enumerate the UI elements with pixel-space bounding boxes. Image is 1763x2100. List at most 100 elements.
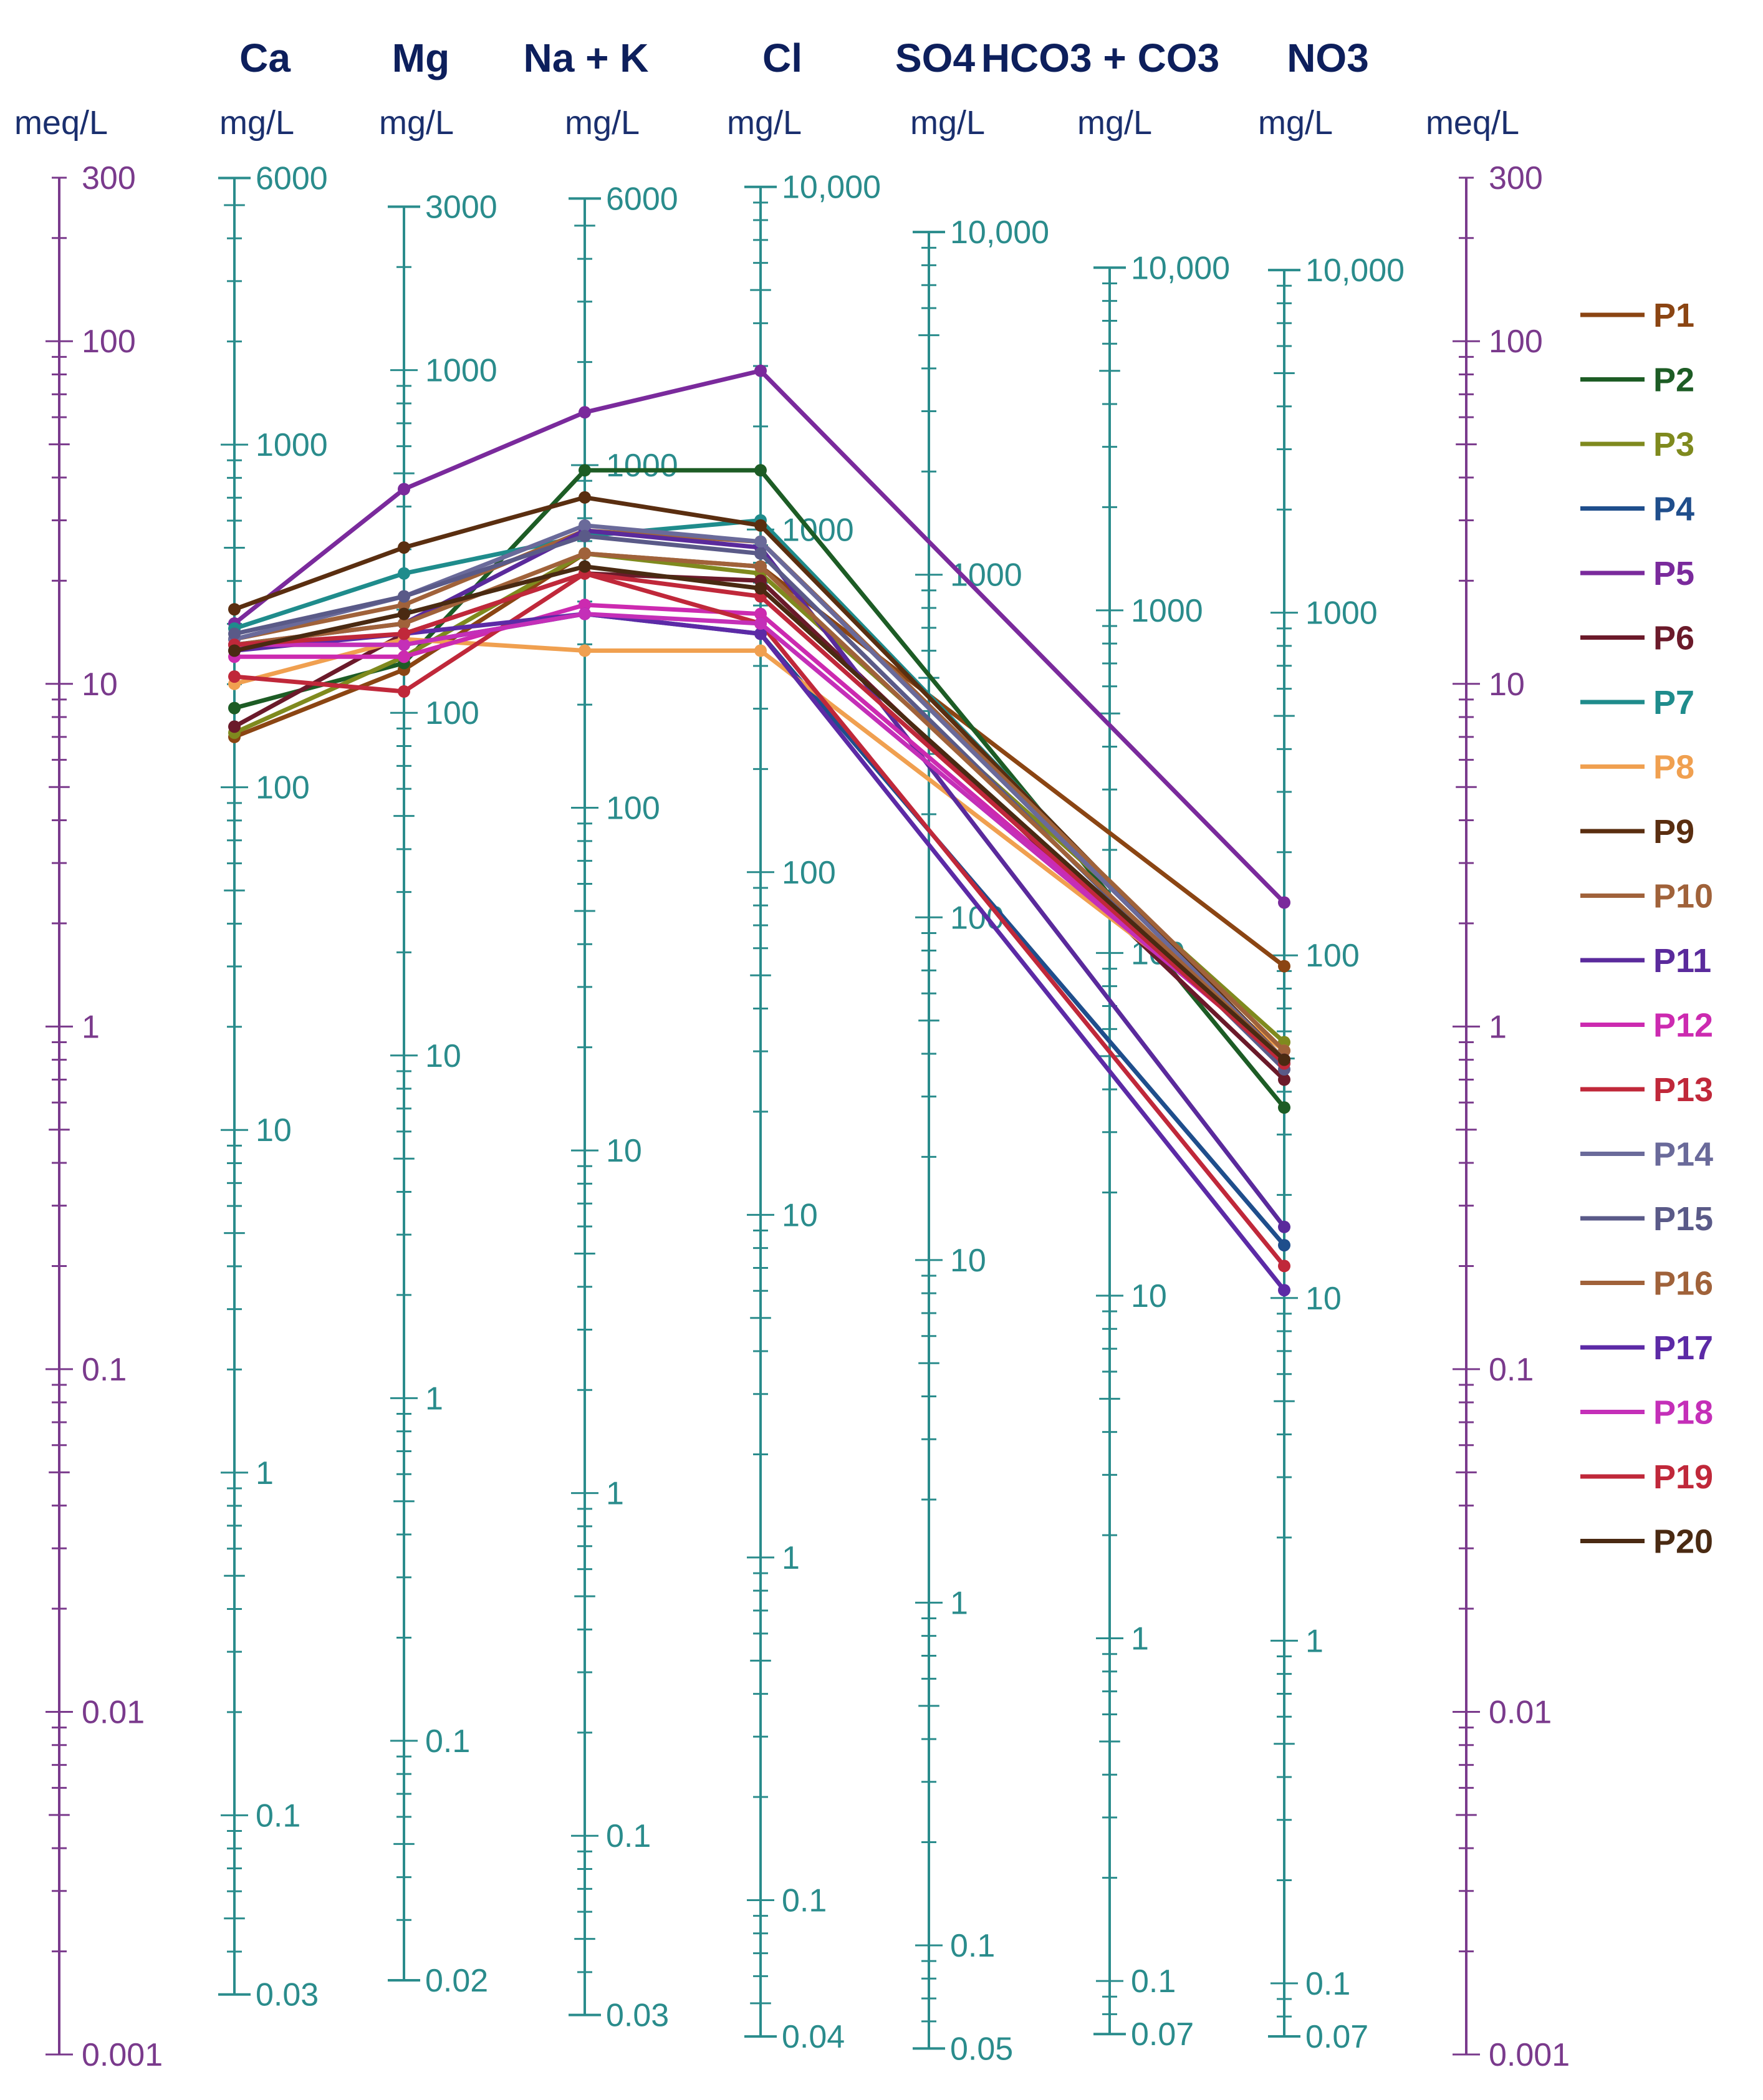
ion-tick-label: 6000 <box>606 181 678 217</box>
legend-item-p11: P11 <box>1580 942 1711 980</box>
ion-tick-label: 1 <box>425 1380 443 1417</box>
data-point-p18-cl <box>754 617 767 630</box>
legend-item-p9: P9 <box>1580 813 1694 850</box>
unit-label-0: meq/L <box>14 104 108 142</box>
data-point-p6-ca <box>228 720 241 733</box>
data-point-p17-no3 <box>1278 1284 1290 1297</box>
legend-item-p8: P8 <box>1580 749 1694 786</box>
data-point-p2-cl <box>754 464 767 477</box>
unit-label-7: mg/L <box>1258 104 1333 142</box>
legend-item-p3: P3 <box>1580 426 1694 463</box>
legend-label: P7 <box>1653 684 1694 721</box>
data-point-p8-cl <box>754 644 767 657</box>
ion-tick-label: 1000 <box>1305 595 1378 632</box>
data-point-p18-na-k <box>579 607 591 620</box>
ion-tick-label: 10 <box>950 1243 986 1279</box>
data-point-p12-na-k <box>579 599 591 612</box>
ion-tick-label: 10 <box>606 1133 642 1169</box>
ion-tick-label: 3000 <box>425 189 497 225</box>
legend-item-p2: P2 <box>1580 362 1694 399</box>
ion-tick-label: 100 <box>606 791 660 827</box>
axes: 300 100 10 1 0.1 0.01 0.001 300 100 10 1 0.1 0.01 0.0… <box>46 160 1570 2073</box>
ion-tick-label: 0.1 <box>1131 1963 1176 2000</box>
data-point-p15-ca <box>228 627 241 640</box>
meq-tick-label: 1 <box>1489 1009 1507 1045</box>
ion-tick-label: 1 <box>256 1455 274 1491</box>
data-point-p9-cl <box>754 519 767 532</box>
data-point-p13-ca <box>228 670 241 683</box>
data-point-p4-no3 <box>1278 1239 1290 1252</box>
header-hco3-co3: HCO3 + CO3 <box>981 36 1219 80</box>
legend-label: P11 <box>1653 942 1711 980</box>
data-point-p9-mg <box>398 541 410 554</box>
data-point-p12-mg <box>398 650 410 663</box>
ion-tick-label: 10 <box>1305 1281 1342 1317</box>
legend-item-p4: P4 <box>1580 491 1694 528</box>
legend-label: P4 <box>1653 491 1694 528</box>
ion-tick-label: 10,000 <box>1131 250 1230 286</box>
data-point-p20-ca <box>228 644 241 657</box>
data-point-p5-mg <box>398 483 410 496</box>
legend-label: P16 <box>1653 1265 1713 1303</box>
series-p5 <box>228 364 1290 909</box>
ion-tick-label: 100 <box>1305 938 1360 974</box>
unit-label-5: mg/L <box>910 104 985 142</box>
legend-label: P9 <box>1653 813 1694 850</box>
ion-tick-label: 10 <box>425 1038 461 1074</box>
data-point-p19-mg <box>398 627 410 640</box>
data-point-p1-no3 <box>1278 960 1290 973</box>
ion-tick-label: 1000 <box>1131 593 1203 629</box>
header-so4: SO4 <box>895 36 975 80</box>
legend-item-p13: P13 <box>1580 1071 1713 1109</box>
data-point-p5-no3 <box>1278 896 1290 909</box>
legend-label: P19 <box>1653 1458 1713 1496</box>
legend-label: P17 <box>1653 1329 1713 1367</box>
legend-item-p5: P5 <box>1580 555 1694 592</box>
series-lines <box>228 364 1290 1297</box>
meq-tick-label: 0.01 <box>82 1694 145 1730</box>
legend-label: P6 <box>1653 620 1694 657</box>
ion-axis-no3: 10,000 1000 100 10 1 0.1 0.07 <box>1268 253 1405 2055</box>
data-point-p9-ca <box>228 603 241 616</box>
unit-label-4: mg/L <box>727 104 802 142</box>
legend-label: P14 <box>1653 1136 1713 1173</box>
meq-tick-label: 0.1 <box>82 1352 127 1388</box>
legend-label: P5 <box>1653 555 1694 592</box>
meq-tick-label: 1 <box>82 1009 100 1045</box>
legend-item-p18: P18 <box>1580 1394 1713 1432</box>
ion-tick-label: 0.1 <box>606 1818 651 1854</box>
ion-tick-label: 1 <box>1131 1621 1149 1657</box>
ion-tick-label: 0.05 <box>950 2031 1013 2067</box>
legend-label: P18 <box>1653 1394 1713 1432</box>
data-point-p2-ca <box>228 701 241 715</box>
meq-tick-label: 100 <box>82 324 136 360</box>
ion-tick-label: 100 <box>782 855 836 891</box>
ion-tick-label: 0.03 <box>606 1998 669 2034</box>
ion-axis-na-k: 6000 1000 100 10 1 0.1 0.03 <box>569 181 678 2034</box>
meq-tick-label: 100 <box>1489 324 1543 360</box>
meq-tick-label: 0.001 <box>82 2037 163 2073</box>
ion-tick-label: 1 <box>782 1540 800 1576</box>
legend-label: P15 <box>1653 1200 1713 1238</box>
ion-tick-label: 0.04 <box>782 2019 845 2055</box>
ion-tick-label: 10,000 <box>950 214 1049 251</box>
ion-tick-label: 0.07 <box>1131 2016 1194 2053</box>
legend-label: P1 <box>1653 297 1694 334</box>
ion-axis-ca: 6000 1000 100 10 1 0.1 0.03 <box>218 160 328 2013</box>
header-cl: Cl <box>762 36 802 80</box>
legend-label: P20 <box>1653 1523 1713 1561</box>
meq-tick-label: 0.1 <box>1489 1352 1534 1388</box>
data-point-p9-na-k <box>579 491 591 504</box>
meq-tick-label: 300 <box>1489 160 1543 196</box>
meq-tick-label: 0.01 <box>1489 1694 1552 1730</box>
ion-tick-label: 0.03 <box>256 1977 319 2013</box>
ion-tick-label: 0.1 <box>950 1928 995 1964</box>
ion-tick-label: 10 <box>256 1112 292 1149</box>
ion-tick-label: 0.1 <box>425 1723 470 1760</box>
ion-tick-label: 10,000 <box>782 170 881 206</box>
data-point-p12-cl <box>754 607 767 620</box>
data-point-p14-na-k <box>579 519 591 532</box>
